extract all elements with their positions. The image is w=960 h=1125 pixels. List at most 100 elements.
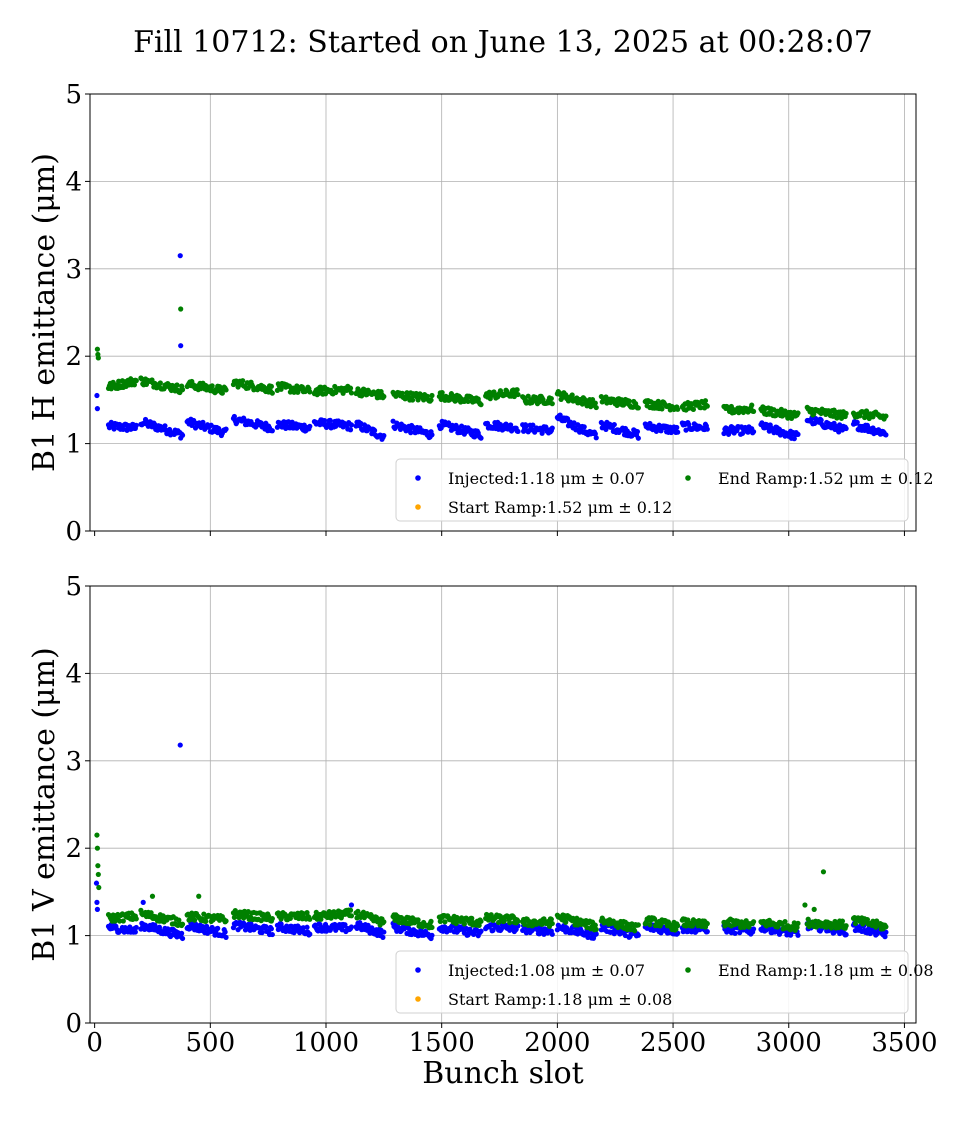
point-end_ramp	[782, 918, 788, 925]
point-end_ramp	[223, 387, 229, 393]
point-injected	[381, 433, 387, 439]
point-end_ramp	[501, 918, 507, 924]
point-end_ramp-outlier	[95, 863, 101, 869]
point-end_ramp	[223, 918, 229, 924]
point-end_ramp	[750, 919, 757, 925]
point-injected	[371, 427, 378, 434]
point-injected	[133, 422, 139, 428]
point-injected	[795, 932, 801, 938]
point-end_ramp	[690, 406, 697, 413]
point-injected	[315, 928, 321, 934]
point-injected	[854, 419, 860, 425]
point-end_ramp	[635, 922, 641, 928]
point-injected-outlier	[94, 906, 101, 912]
point-injected	[739, 430, 746, 437]
point-end_ramp	[655, 398, 661, 404]
point-end_ramp	[268, 383, 274, 390]
point-injected	[259, 929, 265, 936]
point-end_ramp	[287, 915, 293, 921]
point-end_ramp	[515, 918, 521, 924]
point-end_ramp	[203, 918, 209, 925]
point-end_ramp	[689, 923, 696, 929]
point-end_ramp-outlier	[96, 884, 102, 891]
point-end_ramp	[843, 923, 849, 929]
legend-label-start_ramp: Start Ramp:1.18 μm ± 0.08	[448, 990, 672, 1009]
point-injected-outlier	[177, 253, 183, 259]
point-end_ramp	[476, 922, 482, 928]
point-end_ramp	[675, 923, 681, 929]
point-end_ramp-outlier	[94, 346, 101, 352]
point-end_ramp	[120, 918, 126, 924]
point-end_ramp	[704, 403, 710, 409]
point-end_ramp-outlier	[94, 845, 101, 851]
point-end_ramp	[176, 917, 182, 923]
point-injected	[750, 926, 757, 932]
data-points	[94, 253, 889, 442]
axes-frame	[89, 93, 917, 532]
point-end_ramp	[437, 918, 443, 925]
point-end_ramp-outlier	[178, 306, 184, 312]
point-end_ramp	[191, 917, 198, 923]
point-end_ramp	[399, 390, 405, 396]
y-tick-label: 2	[65, 342, 82, 372]
point-injected	[635, 932, 641, 938]
point-end_ramp	[659, 406, 665, 412]
x-tick-label: 2500	[640, 1028, 706, 1058]
point-end_ramp	[795, 920, 801, 926]
legend-box	[395, 458, 909, 522]
point-injected	[162, 423, 168, 429]
point-end_ramp	[117, 918, 123, 924]
point-injected	[539, 430, 545, 436]
y-tick-label: 4	[65, 659, 82, 689]
point-end_ramp	[139, 376, 145, 382]
point-end_ramp	[157, 380, 163, 386]
point-injected	[732, 930, 738, 936]
legend-label-injected: Injected:1.08 μm ± 0.07	[448, 961, 645, 980]
point-injected	[549, 425, 555, 431]
point-injected	[215, 925, 221, 932]
legend-marker-end_ramp	[685, 475, 691, 481]
legend-marker-start_ramp	[415, 996, 421, 1002]
point-injected	[327, 417, 333, 423]
point-end_ramp	[675, 406, 681, 412]
point-end_ramp	[355, 908, 361, 914]
point-end_ramp	[179, 921, 186, 927]
point-injected	[750, 429, 757, 435]
point-injected	[268, 926, 274, 932]
point-end_ramp	[839, 918, 846, 924]
point-injected	[347, 427, 354, 433]
point-end_ramp	[795, 410, 801, 416]
point-injected	[342, 922, 348, 928]
y-tick-label: 1	[65, 922, 82, 952]
point-injected	[429, 432, 435, 438]
data-points	[93, 742, 889, 942]
point-end_ramp	[245, 385, 251, 391]
point-injected	[111, 426, 117, 432]
point-injected	[883, 432, 889, 438]
x-tick-label: 3500	[871, 1028, 937, 1058]
point-end_ramp	[381, 919, 387, 925]
point-end_ramp	[133, 916, 139, 922]
point-end_ramp	[811, 411, 817, 417]
axes-frame	[89, 585, 917, 1024]
point-end_ramp	[307, 916, 313, 922]
point-end_ramp	[148, 910, 154, 916]
point-end_ramp	[864, 917, 871, 923]
bottom-panel-v-emittance: 0 1 2 3 4 5 0 500 1000 1500 2000 2500 3000 3500 B1 V e…	[27, 572, 938, 1058]
point-injected	[581, 424, 587, 430]
point-injected	[478, 928, 484, 934]
point-injected	[791, 436, 797, 442]
point-end_ramp	[749, 402, 755, 408]
y-axis-label: B1 H emittance (μm)	[27, 153, 62, 472]
point-injected	[429, 932, 435, 938]
point-end_ramp	[805, 916, 811, 922]
point-end_ramp	[514, 387, 520, 393]
point-injected-outlier	[94, 392, 100, 399]
point-injected	[380, 934, 386, 940]
point-end_ramp	[507, 920, 513, 926]
point-injected	[557, 412, 563, 418]
y-tick-label: 3	[65, 747, 82, 777]
point-injected	[231, 413, 237, 420]
point-end_ramp-outlier	[811, 906, 817, 912]
